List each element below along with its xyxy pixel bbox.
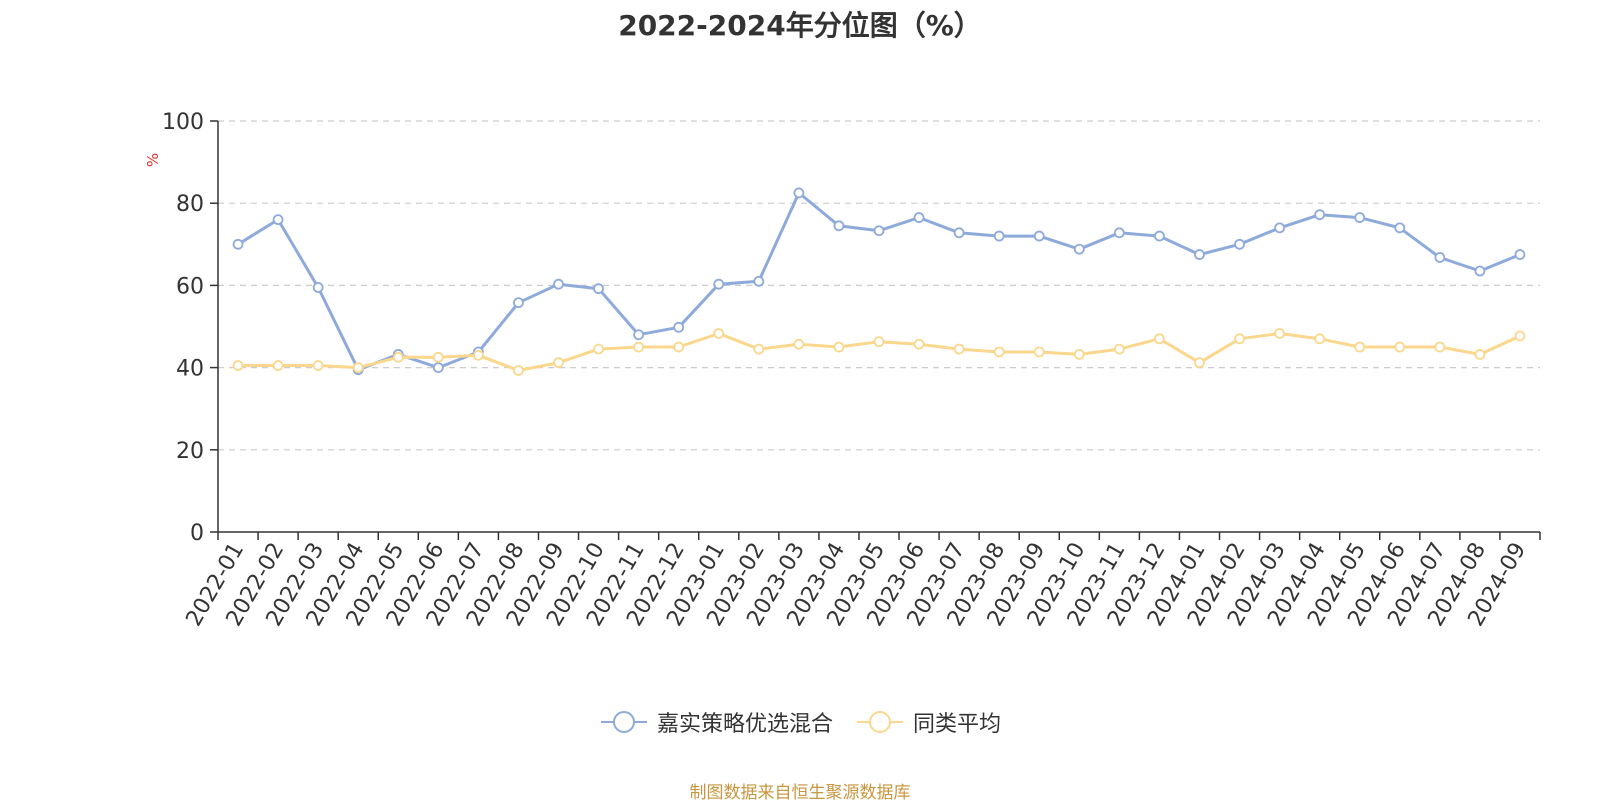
series-0-point-22: [1113, 227, 1125, 239]
series-1-point-15: [833, 341, 845, 353]
legend-label-series-1: 同类平均: [913, 712, 1002, 737]
chart-title: 2022-2024年分位图（%）: [618, 9, 982, 42]
series-1-point-23: [1154, 333, 1165, 345]
series-0-point-1: [272, 214, 284, 226]
series-1-point-31: [1474, 349, 1486, 360]
series-0-point-26: [1274, 222, 1286, 234]
series-1-point-27: [1314, 333, 1326, 345]
series-0-point-11: [673, 321, 685, 333]
series-1-point-20: [1033, 346, 1045, 358]
series-1-point-21: [1073, 349, 1085, 360]
legend-marker-series-1: [857, 711, 903, 733]
series-0-point-17: [913, 212, 925, 223]
series-1-point-12: [713, 328, 725, 339]
series-1-point-19: [993, 346, 1005, 358]
series-1-point-10: [633, 341, 645, 353]
series-0-point-28: [1354, 212, 1366, 223]
data-source-note: 制图数据来自恒生聚源数据库: [689, 783, 911, 803]
series-0-point-25: [1234, 238, 1245, 250]
series-1-point-14: [793, 338, 805, 350]
series-0-point-5: [432, 362, 444, 374]
y-tick-label-5: 100: [162, 110, 204, 135]
series-1-point-28: [1354, 341, 1366, 353]
series-0-point-20: [1033, 230, 1045, 242]
y-tick-label-0: 0: [190, 521, 204, 546]
series-1-point-16: [873, 336, 885, 348]
series-1-point-3: [352, 362, 364, 374]
series-0-point-31: [1474, 265, 1486, 277]
series-1-point-7: [513, 365, 524, 376]
series-1-point-26: [1274, 328, 1286, 339]
series-1-point-32: [1514, 330, 1526, 342]
series-0-point-24: [1194, 249, 1205, 260]
series-1-point-30: [1434, 341, 1446, 353]
series-1-point-25: [1234, 333, 1245, 345]
legend-label-series-0: 嘉实策略优选混合: [656, 712, 833, 737]
series-0-point-10: [633, 329, 645, 341]
legend-item-series-0[interactable]: 嘉实策略优选混合: [599, 706, 833, 738]
series-1-point-2: [312, 360, 324, 371]
series-0-point-15: [833, 220, 845, 232]
series-1-point-9: [593, 343, 604, 355]
series-1-point-6: [472, 349, 484, 361]
legend-marker-series-0: [600, 711, 647, 733]
series-0-point-13: [753, 275, 765, 287]
series-0-point-12: [713, 278, 725, 290]
y-tick-label-3: 60: [176, 274, 204, 299]
axes: 0204060801002022-012022-022022-032022-04…: [162, 110, 1541, 631]
series-0-point-0: [232, 238, 244, 250]
series-1-point-17: [913, 338, 925, 350]
series-1-point-4: [392, 351, 404, 363]
series-0-point-2: [312, 282, 324, 293]
series-1-point-11: [673, 341, 685, 353]
series-1-point-29: [1394, 341, 1406, 353]
series-0-point-27: [1314, 209, 1326, 221]
series-0-point-16: [873, 225, 885, 237]
series-1-point-1: [272, 360, 284, 371]
grid-lines: [218, 120, 1540, 451]
legend: 嘉实策略优选混合 同类平均: [0, 706, 1600, 738]
series-0-point-30: [1434, 252, 1446, 263]
series-1-point-5: [432, 351, 444, 363]
series-0-point-19: [993, 230, 1005, 242]
series-0-point-9: [593, 283, 604, 295]
series-1-point-13: [753, 343, 765, 355]
series-1-point-8: [553, 357, 564, 369]
series-0-point-32: [1514, 249, 1526, 260]
series-0-point-18: [953, 227, 965, 239]
series-0-point-7: [513, 297, 524, 309]
series-0-point-29: [1394, 222, 1406, 234]
y-tick-label-1: 20: [176, 439, 204, 464]
series-0-point-23: [1154, 230, 1165, 242]
series-0-point-14: [793, 187, 805, 199]
y-tick-label-4: 80: [176, 192, 204, 217]
series-0-point-21: [1073, 243, 1085, 255]
legend-item-series-1[interactable]: 同类平均: [855, 706, 1001, 738]
series-1-point-22: [1113, 343, 1125, 355]
series-0-point-8: [553, 278, 564, 290]
y-tick-label-2: 40: [176, 357, 204, 382]
series: [232, 187, 1526, 376]
series-1-point-18: [953, 343, 965, 355]
series-1-point-0: [232, 360, 244, 371]
series-1-point-24: [1194, 357, 1205, 369]
y-axis-unit-label: %: [144, 153, 162, 167]
